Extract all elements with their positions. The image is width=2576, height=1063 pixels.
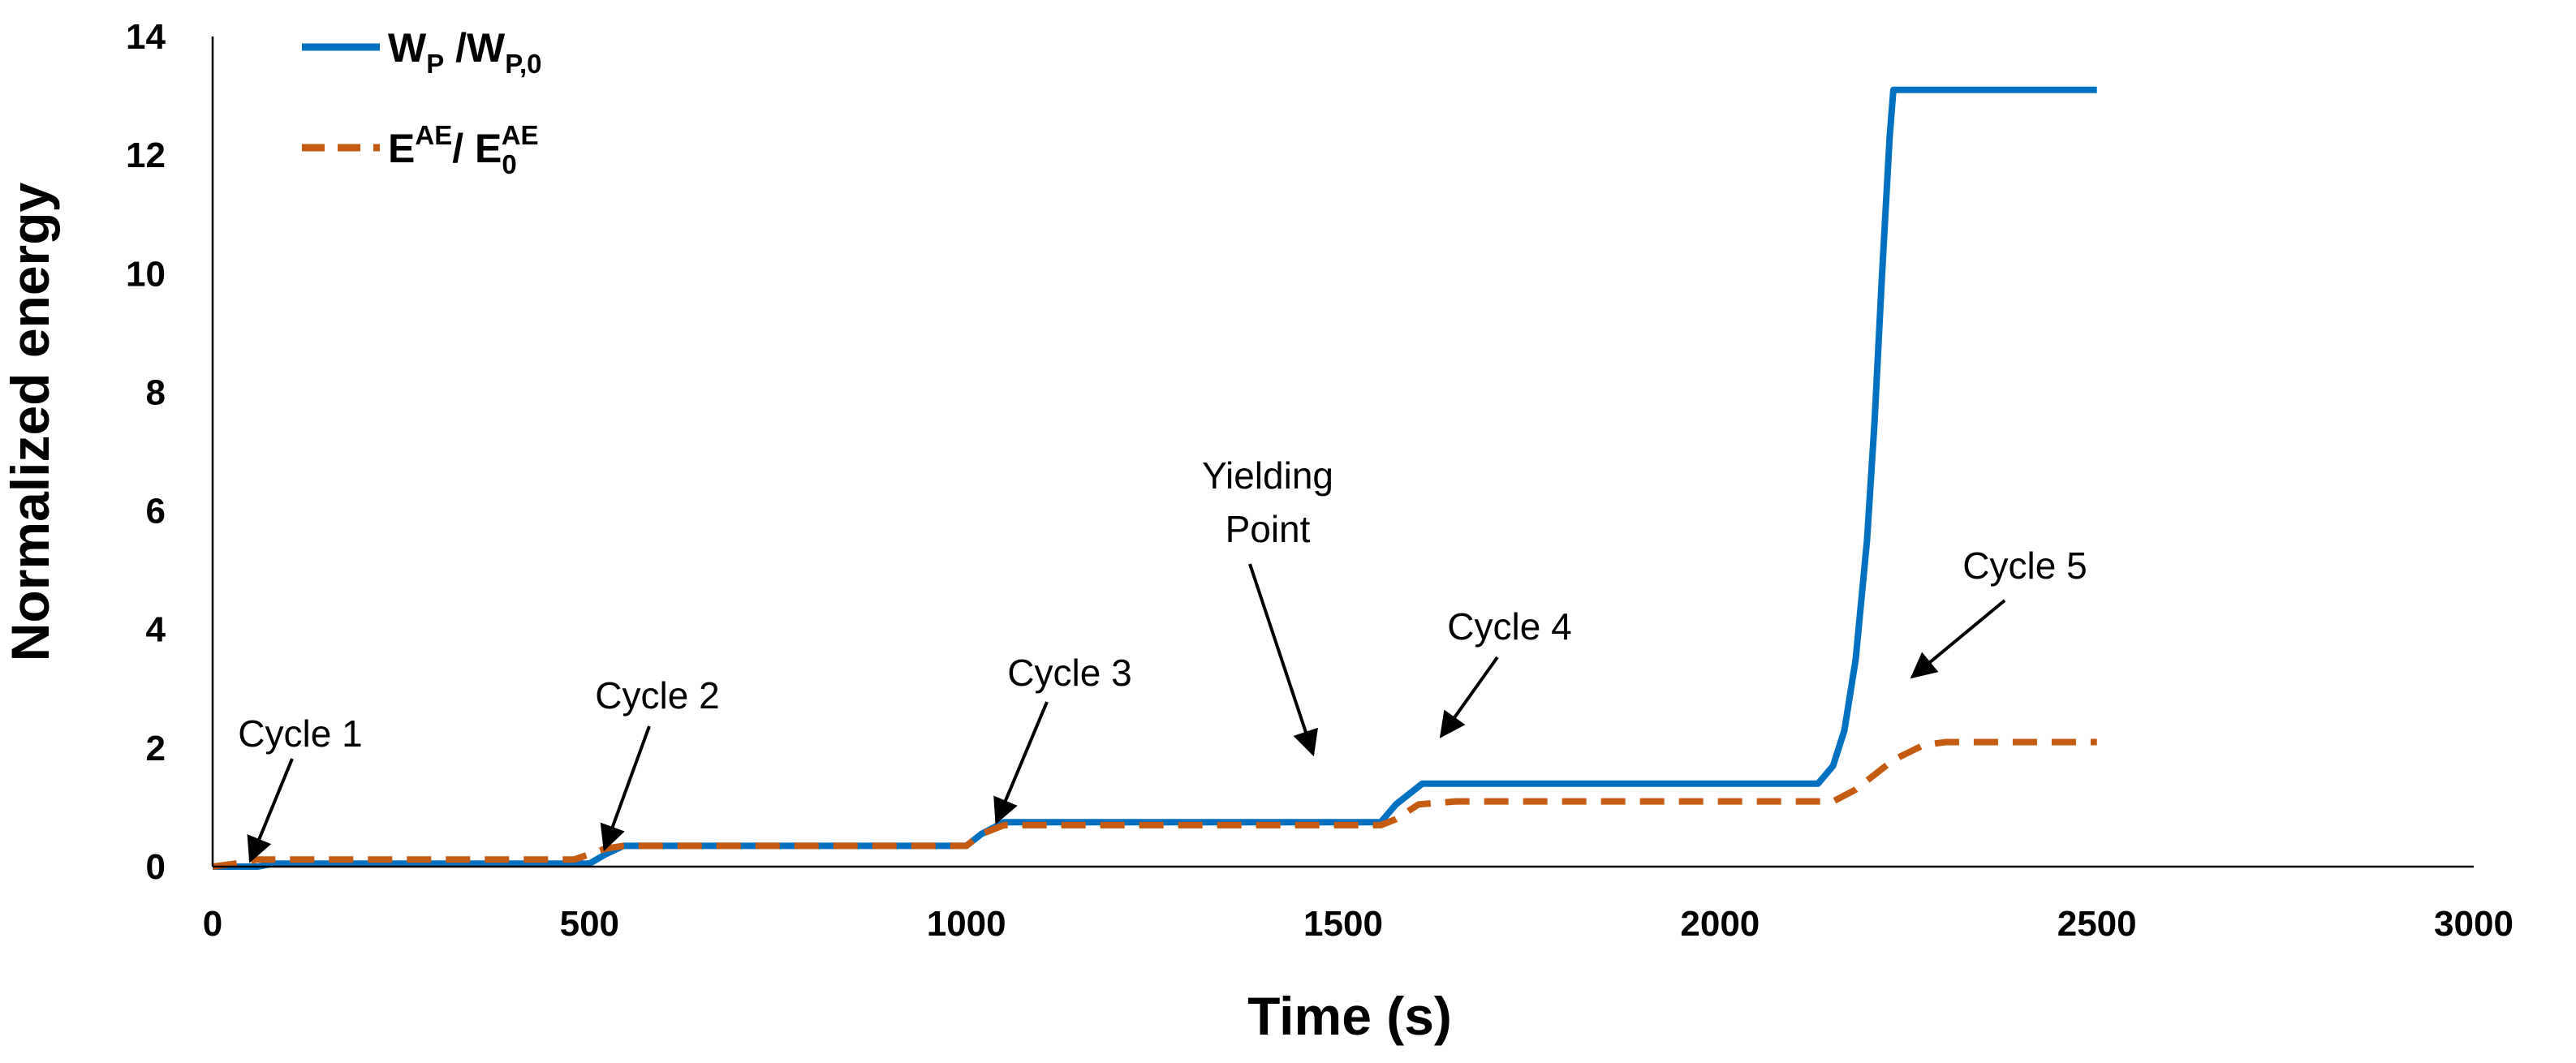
annotation-label: Cycle 2 — [595, 674, 719, 717]
y-tick-label: 0 — [146, 847, 166, 887]
x-tick-label: 3000 — [2434, 904, 2514, 944]
y-tick-label: 10 — [126, 254, 166, 294]
annotation-label: Cycle 1 — [238, 712, 362, 755]
legend: WP /WP,0 EAE/ E0AE — [302, 25, 541, 179]
series-line-wp — [213, 86, 2097, 870]
legend-label-eae: EAE/ E0AE — [388, 120, 539, 179]
series-line-eae — [212, 738, 2097, 870]
x-tick-label: 1500 — [1303, 904, 1383, 944]
series-layer — [212, 86, 2097, 870]
y-tick-label: 8 — [146, 372, 166, 412]
annotation-label: Point — [1226, 508, 1311, 550]
y-tick-label: 4 — [146, 610, 166, 650]
annotation-label: Cycle 5 — [1962, 544, 2087, 587]
annotation-label: Cycle 3 — [1007, 652, 1131, 694]
annotation-arrow — [993, 701, 1049, 825]
annotation-arrow — [600, 725, 651, 852]
annotations: Cycle 1 Cycle 2 Cycle 3 Yielding Point Cycle … — [238, 454, 2087, 863]
annotation-arrow — [247, 758, 294, 863]
tick-labels: 0 500 1000 1500 2000 2500 3000 0 2 4 6 8 10 12 14 — [126, 17, 2514, 944]
x-tick-label: 1000 — [927, 904, 1006, 944]
annotation-arrow — [1439, 656, 1499, 738]
y-tick-label: 2 — [146, 729, 166, 768]
x-tick-label: 2500 — [2057, 904, 2137, 944]
annotation-label: Yielding — [1202, 454, 1333, 497]
x-tick-label: 0 — [203, 904, 222, 944]
y-tick-label: 14 — [126, 17, 166, 57]
axes — [211, 37, 2474, 868]
annotation-label: Cycle 4 — [1447, 605, 1571, 648]
y-tick-label: 12 — [126, 136, 166, 175]
y-axis-title: Normalized energy — [0, 182, 60, 661]
y-tick-label: 6 — [146, 492, 166, 532]
annotation-arrow — [1248, 563, 1318, 757]
x-axis-title: Time (s) — [1247, 986, 1452, 1046]
legend-label-wp: WP /WP,0 — [388, 25, 541, 79]
annotation-arrow — [1910, 599, 2006, 679]
x-tick-label: 2000 — [1680, 904, 1760, 944]
x-tick-label: 500 — [560, 904, 619, 944]
